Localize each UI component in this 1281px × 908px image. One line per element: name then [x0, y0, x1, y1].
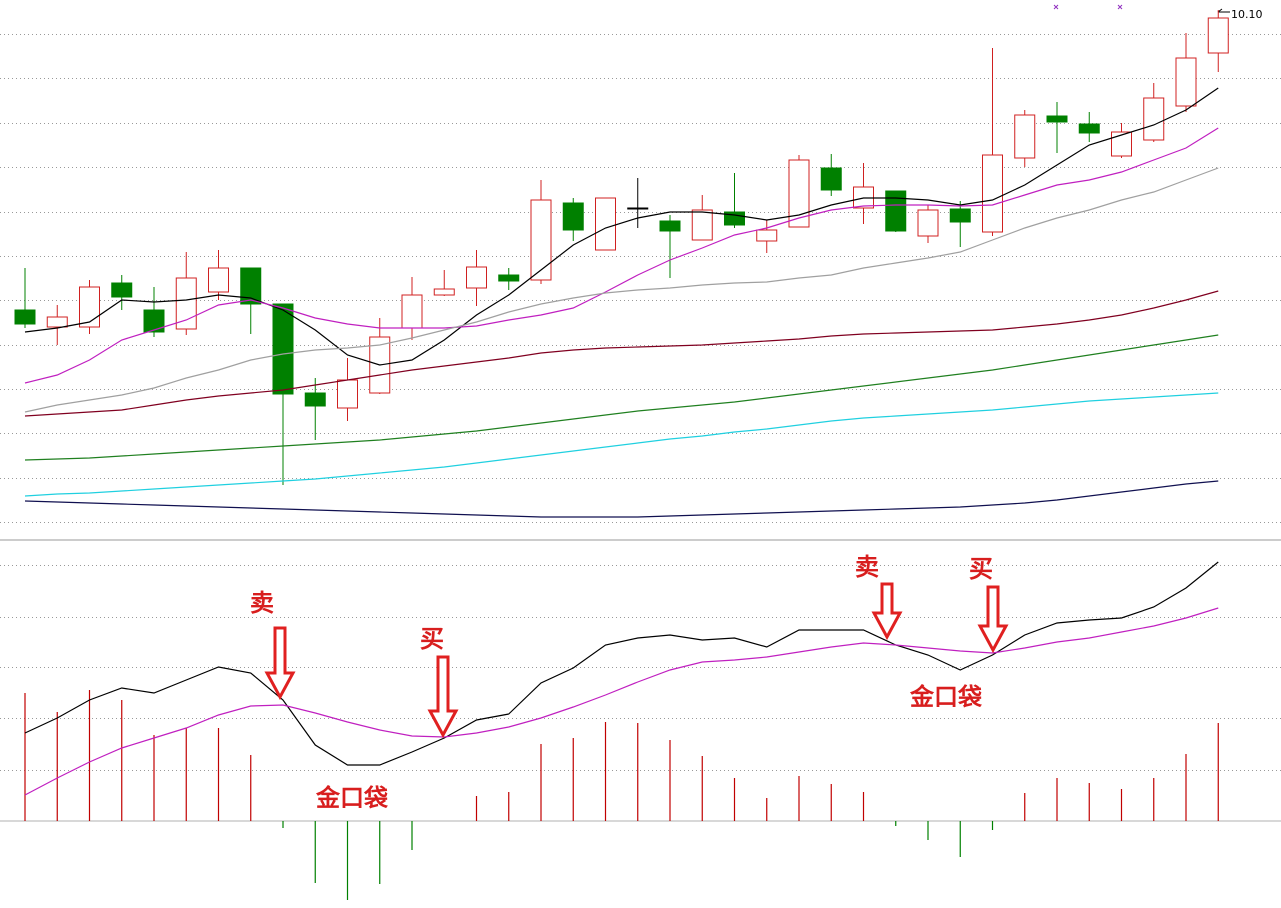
line-series	[24, 87, 1219, 366]
candle-body	[659, 220, 681, 232]
line-series	[24, 561, 1219, 766]
price-grid	[0, 34, 1281, 523]
candle-body	[1207, 17, 1229, 54]
candle-body	[982, 154, 1003, 233]
candle-body	[1111, 131, 1132, 157]
sell-label: 卖	[250, 588, 274, 617]
candle-body	[401, 294, 423, 329]
marks	[0, 10, 1281, 900]
line-series	[24, 167, 1219, 413]
line-series	[24, 607, 1219, 796]
candle-body	[14, 309, 36, 325]
candle-body	[1143, 97, 1165, 141]
pattern-label: 金口袋	[315, 783, 389, 812]
candle-body	[885, 190, 907, 232]
price-label-pointer	[1217, 8, 1230, 13]
candle-body	[433, 288, 455, 296]
pattern-label: 金口袋	[909, 682, 983, 711]
candle-body	[627, 207, 649, 210]
candle-body	[1175, 57, 1197, 107]
candle-body	[756, 229, 778, 242]
signal-arrow	[977, 585, 1009, 654]
candle-body	[949, 208, 971, 223]
candle-body	[595, 197, 616, 251]
sell-label: 卖	[855, 552, 879, 581]
line-series	[24, 290, 1219, 417]
buy-label: 买	[969, 554, 993, 583]
max-price-label: 10.10	[1231, 8, 1263, 21]
candle-body	[562, 202, 584, 231]
indicator-grid	[0, 565, 1281, 771]
signal-arrow	[264, 626, 296, 701]
candle-body	[240, 267, 262, 305]
candle-body	[143, 309, 165, 333]
line-series	[24, 480, 1219, 518]
buy-label: 买	[420, 624, 444, 653]
line-series	[24, 127, 1219, 384]
candle-body	[272, 303, 294, 395]
candle-body	[175, 277, 197, 330]
candle-body	[111, 282, 133, 298]
candle-body	[1014, 114, 1036, 159]
candle-body	[788, 159, 810, 228]
candle-body	[1078, 123, 1100, 134]
candle-body	[46, 316, 68, 328]
candle-body	[79, 286, 100, 328]
candle-body	[466, 266, 487, 289]
line-series	[24, 392, 1219, 497]
candle-body	[304, 392, 326, 407]
top-markers	[1053, 4, 1123, 10]
candle-body	[337, 379, 358, 409]
line-series	[24, 334, 1219, 461]
candle-body	[691, 209, 713, 241]
candle-body	[530, 199, 552, 281]
candle-body	[820, 167, 842, 191]
candle-body	[1046, 115, 1068, 123]
arrows	[264, 582, 1009, 739]
signal-arrow	[871, 582, 903, 641]
candle-body	[498, 274, 520, 282]
signal-arrow	[427, 655, 459, 739]
candle-body	[208, 267, 229, 293]
candle-body	[917, 209, 939, 237]
